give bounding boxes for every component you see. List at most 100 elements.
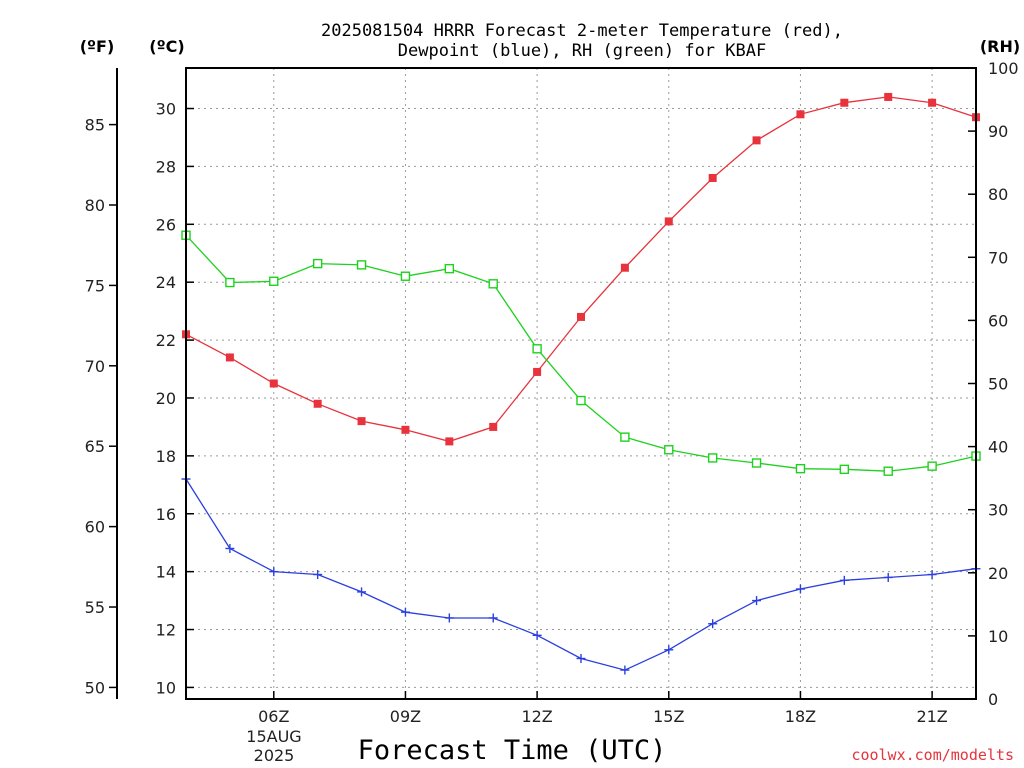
fahrenheit-tick-label-60: 60 bbox=[85, 518, 105, 537]
rh-tick-label-80: 80 bbox=[988, 185, 1008, 204]
fahrenheit-tick-label-75: 75 bbox=[85, 276, 105, 295]
grid-lines bbox=[186, 68, 976, 699]
rh-point-9 bbox=[400, 271, 411, 281]
rh-point-18 bbox=[795, 463, 806, 474]
rh-point-21 bbox=[927, 461, 937, 471]
time-tick-label-09Z: 09Z bbox=[390, 707, 421, 726]
dewpoint-point-9 bbox=[400, 607, 410, 617]
rh-unit-label: (RH) bbox=[980, 37, 1020, 56]
plot-frame bbox=[185, 67, 977, 700]
rh-tick-label-90: 90 bbox=[988, 122, 1008, 141]
celsius-tick-label-20: 20 bbox=[156, 389, 176, 408]
fahrenheit-unit-label: (ºF) bbox=[80, 37, 115, 56]
temperature-point-7 bbox=[313, 399, 322, 408]
celsius-tick-label-14: 14 bbox=[156, 563, 176, 582]
celsius-tick-label-18: 18 bbox=[156, 447, 176, 466]
fahrenheit-tick-label-80: 80 bbox=[85, 196, 105, 215]
dewpoint-point-21 bbox=[927, 570, 937, 580]
fahrenheit-tick-label-85: 85 bbox=[85, 116, 105, 135]
temperature-point-20 bbox=[884, 92, 893, 101]
celsius-tick-label-10: 10 bbox=[156, 678, 176, 697]
credit-text: coolwx.com/modelts bbox=[851, 746, 1014, 764]
rh-axis: 0 10 20 30 40 50 60 70 80 90 100 bbox=[968, 59, 1019, 709]
celsius-tick-label-26: 26 bbox=[156, 215, 176, 234]
chart-title-line-1: 2025081504 HRRR Forecast 2-meter Tempera… bbox=[321, 21, 843, 41]
rh-point-11 bbox=[488, 279, 498, 289]
rh-line bbox=[185, 234, 977, 472]
dewpoint-point-5 bbox=[225, 543, 235, 553]
temperature-point-16 bbox=[708, 173, 717, 182]
dewpoint-line bbox=[185, 478, 977, 671]
celsius-tick-label-24: 24 bbox=[156, 273, 176, 292]
temperature-point-10 bbox=[445, 437, 454, 446]
rh-tick-label-10: 10 bbox=[988, 627, 1008, 646]
rh-point-17 bbox=[751, 458, 762, 468]
celsius-tick-label-12: 12 bbox=[156, 621, 176, 640]
rh-tick-label-50: 50 bbox=[988, 375, 1008, 394]
rh-tick-label-30: 30 bbox=[988, 501, 1008, 520]
rh-point-10 bbox=[444, 263, 455, 274]
rh-point-14 bbox=[620, 432, 630, 442]
rh-tick-label-0: 0 bbox=[988, 690, 998, 709]
rh-point-13 bbox=[576, 395, 586, 406]
dewpoint-point-17 bbox=[752, 596, 762, 606]
celsius-unit-label: (ºC) bbox=[149, 37, 184, 56]
time-tick-label-18Z: 18Z bbox=[785, 707, 816, 726]
temperature-point-6 bbox=[269, 379, 278, 388]
dewpoint-point-12 bbox=[532, 630, 542, 640]
dewpoint-point-6 bbox=[269, 567, 279, 577]
fahrenheit-axis: 50 55 60 65 70 75 80 85 bbox=[85, 116, 117, 697]
time-axis: 06Z 09Z 12Z 15Z 18Z 21Z bbox=[258, 691, 948, 726]
temperature-point-5 bbox=[225, 353, 234, 362]
celsius-tick-label-16: 16 bbox=[156, 505, 176, 524]
dewpoint-point-19 bbox=[839, 575, 849, 585]
rh-tick-label-60: 60 bbox=[988, 311, 1008, 330]
temperature-point-11 bbox=[489, 422, 498, 431]
temperature-point-8 bbox=[357, 417, 366, 426]
temperature-point-9 bbox=[401, 425, 410, 434]
dewpoint-point-16 bbox=[708, 619, 718, 629]
dewpoint-point-13 bbox=[576, 653, 586, 663]
rh-point-6 bbox=[269, 276, 279, 286]
fahrenheit-tick-label-65: 65 bbox=[85, 437, 105, 456]
dewpoint-point-20 bbox=[883, 572, 893, 582]
rh-point-12 bbox=[532, 344, 542, 354]
dewpoint-point-18 bbox=[795, 584, 805, 594]
temperature-point-18 bbox=[796, 110, 805, 119]
rh-point-15 bbox=[664, 445, 674, 455]
rh-tick-label-70: 70 bbox=[988, 248, 1008, 267]
temperature-point-19 bbox=[840, 98, 849, 107]
rh-point-16 bbox=[707, 453, 718, 463]
time-tick-label-06Z: 06Z bbox=[258, 707, 289, 726]
dewpoint-point-7 bbox=[313, 570, 323, 580]
celsius-tick-label-22: 22 bbox=[156, 331, 176, 350]
dewpoint-point-15 bbox=[664, 645, 674, 655]
rh-point-5 bbox=[225, 277, 235, 288]
celsius-tick-label-30: 30 bbox=[156, 100, 176, 119]
series-layer bbox=[181, 92, 981, 675]
fahrenheit-tick-label-55: 55 bbox=[85, 598, 105, 617]
rh-tick-label-40: 40 bbox=[988, 438, 1008, 457]
x-axis-title: Forecast Time (UTC) bbox=[358, 735, 667, 766]
rh-point-19 bbox=[839, 464, 850, 475]
temperature-point-12 bbox=[533, 367, 542, 376]
time-tick-label-15Z: 15Z bbox=[653, 707, 684, 726]
dewpoint-point-11 bbox=[488, 613, 498, 623]
date-label-year: 2025 bbox=[254, 746, 295, 765]
rh-point-7 bbox=[312, 258, 323, 269]
chart-title-line-2: Dewpoint (blue), RH (green) for KBAF bbox=[398, 41, 766, 61]
temperature-point-13 bbox=[577, 312, 585, 321]
fahrenheit-tick-label-50: 50 bbox=[85, 678, 105, 697]
celsius-axis: 10 12 14 16 18 20 22 24 26 28 30 bbox=[156, 100, 194, 697]
time-tick-label-12Z: 12Z bbox=[521, 707, 552, 726]
dewpoint-point-8 bbox=[357, 587, 367, 597]
rh-point-20 bbox=[883, 466, 893, 476]
temperature-point-15 bbox=[664, 217, 673, 226]
rh-tick-label-100: 100 bbox=[988, 59, 1019, 78]
dewpoint-point-10 bbox=[444, 613, 454, 623]
celsius-tick-label-28: 28 bbox=[156, 157, 176, 176]
temperature-point-17 bbox=[752, 136, 761, 145]
temperature-point-21 bbox=[928, 98, 937, 107]
dewpoint-point-14 bbox=[620, 665, 630, 675]
